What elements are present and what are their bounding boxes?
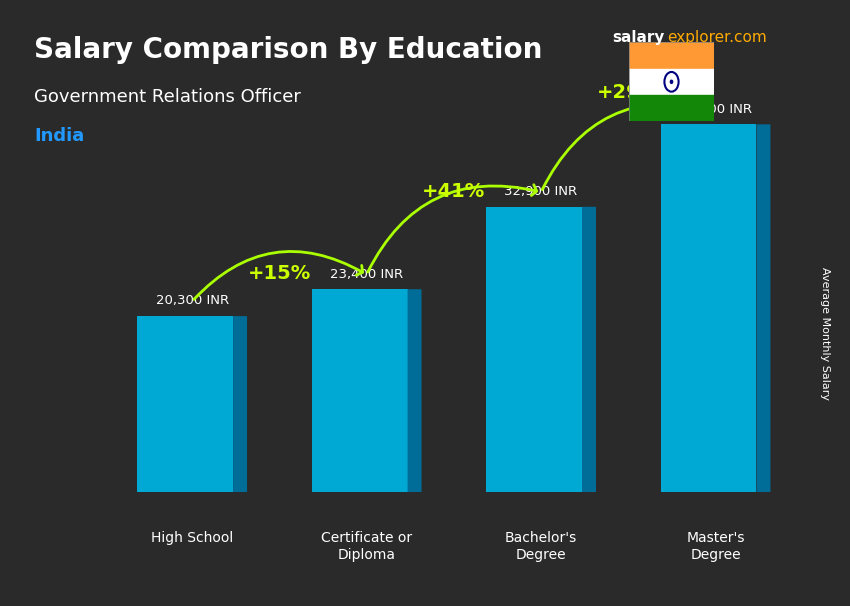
Polygon shape bbox=[756, 124, 770, 492]
Text: India: India bbox=[34, 127, 84, 145]
Bar bbox=[629, 42, 714, 69]
Polygon shape bbox=[486, 207, 582, 492]
Text: 32,900 INR: 32,900 INR bbox=[504, 185, 578, 198]
Polygon shape bbox=[660, 124, 756, 492]
Text: Certificate or
Diploma: Certificate or Diploma bbox=[321, 531, 412, 562]
Text: Average Monthly Salary: Average Monthly Salary bbox=[819, 267, 830, 400]
Polygon shape bbox=[407, 289, 422, 492]
Text: explorer.com: explorer.com bbox=[667, 30, 767, 45]
Text: 20,300 INR: 20,300 INR bbox=[156, 295, 229, 307]
Polygon shape bbox=[137, 316, 233, 492]
Circle shape bbox=[671, 80, 672, 84]
Polygon shape bbox=[312, 289, 407, 492]
Text: 23,400 INR: 23,400 INR bbox=[330, 268, 403, 281]
Polygon shape bbox=[582, 207, 596, 492]
Polygon shape bbox=[233, 316, 247, 492]
Text: Government Relations Officer: Government Relations Officer bbox=[34, 88, 301, 106]
Text: High School: High School bbox=[151, 531, 233, 545]
Text: +15%: +15% bbox=[247, 264, 311, 283]
Text: 42,400 INR: 42,400 INR bbox=[679, 102, 752, 116]
Text: Bachelor's
Degree: Bachelor's Degree bbox=[505, 531, 577, 562]
Text: Master's
Degree: Master's Degree bbox=[686, 531, 745, 562]
Text: Salary Comparison By Education: Salary Comparison By Education bbox=[34, 36, 542, 64]
Text: +29%: +29% bbox=[597, 83, 660, 102]
Bar bbox=[629, 69, 714, 95]
Text: +41%: +41% bbox=[422, 182, 485, 201]
Bar bbox=[629, 95, 714, 121]
Text: salary: salary bbox=[612, 30, 665, 45]
